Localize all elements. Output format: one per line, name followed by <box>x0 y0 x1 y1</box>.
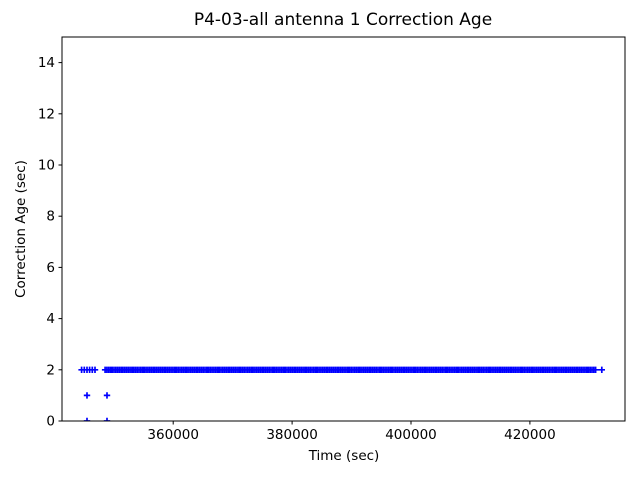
chart-title: P4-03-all antenna 1 Correction Age <box>193 10 493 30</box>
x-axis-label: Time (sec) <box>308 448 380 464</box>
plot-area-border <box>61 36 626 422</box>
y-tick-label: 0 <box>46 414 55 430</box>
y-tick-label: 6 <box>46 260 55 276</box>
y-tick-label: 8 <box>46 209 55 225</box>
y-tick-label: 14 <box>38 55 55 71</box>
data-markers-plus <box>78 366 605 421</box>
y-tick-label: 4 <box>46 311 55 327</box>
y-tick-label: 10 <box>38 158 55 174</box>
y-tick-label: 2 <box>46 362 55 378</box>
y-axis-label: Correction Age (sec) <box>13 160 29 298</box>
x-tick-label: 400000 <box>385 427 437 443</box>
y-tick-label: 12 <box>38 106 55 122</box>
x-tick-label: 380000 <box>266 427 318 443</box>
x-tick-label: 420000 <box>504 427 556 443</box>
x-tick-label: 360000 <box>147 427 199 443</box>
